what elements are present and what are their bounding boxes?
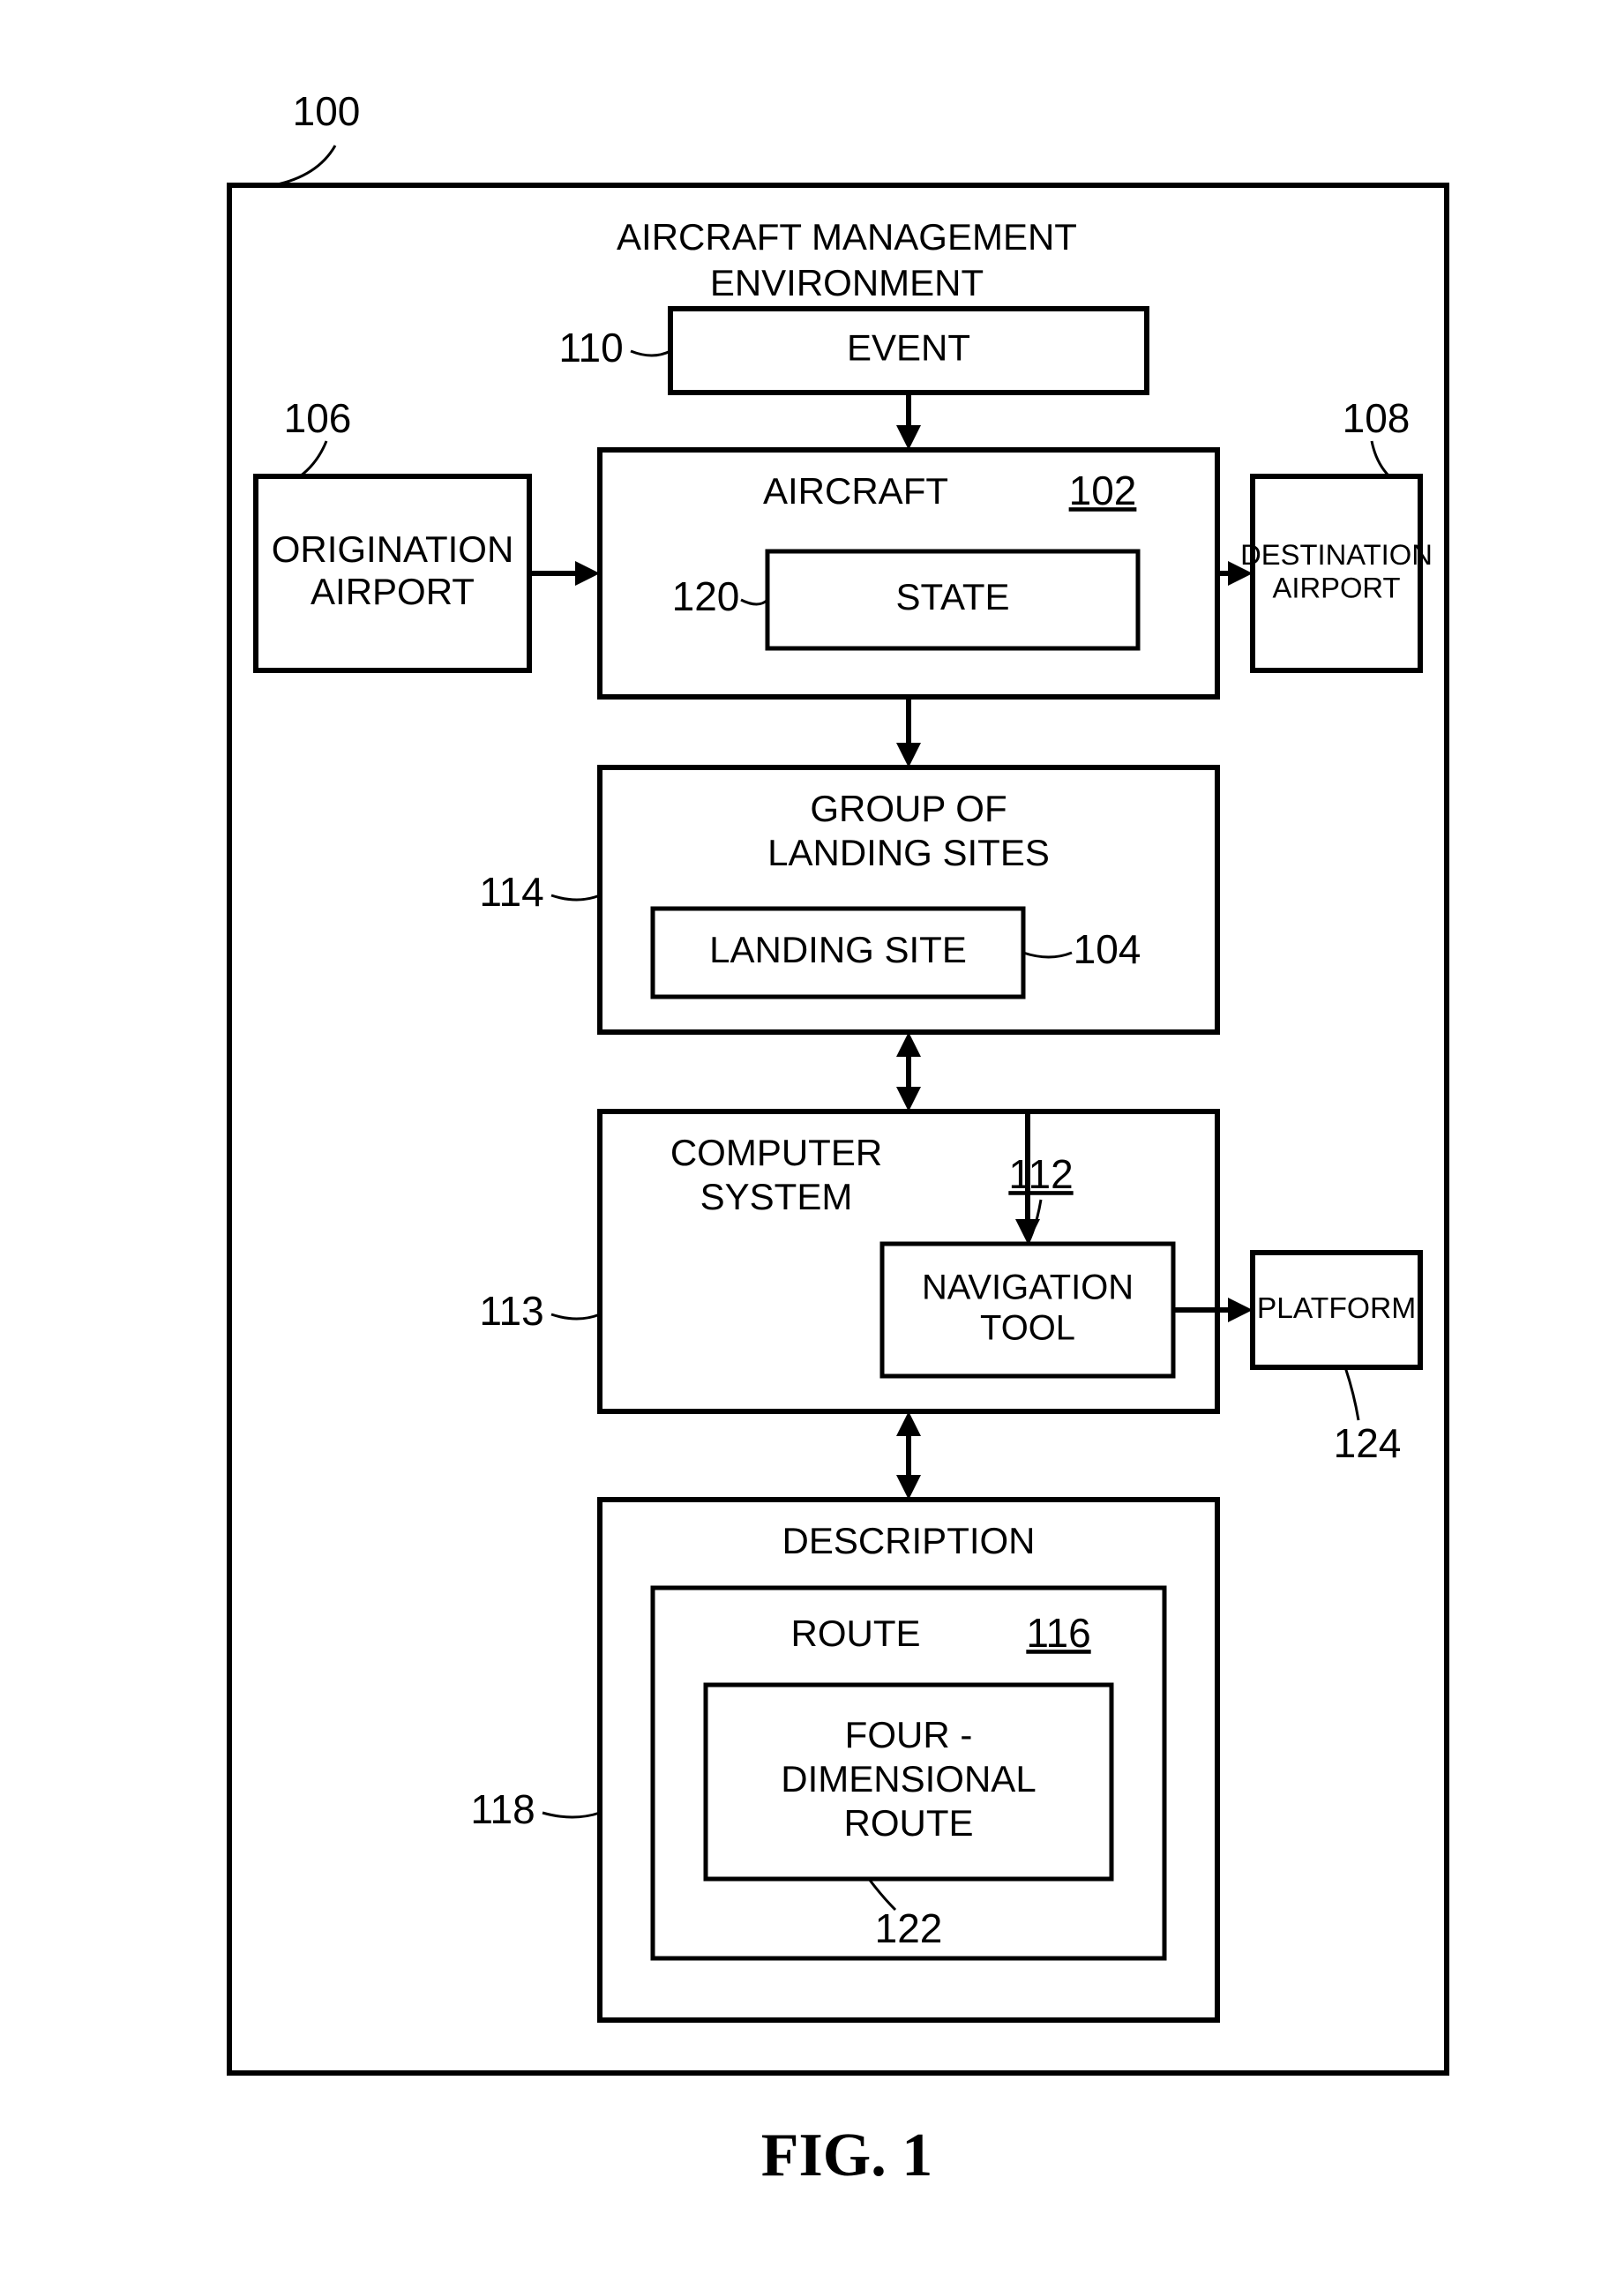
destination-airport-label: AIRPORT: [1273, 571, 1401, 603]
platform-label: PLATFORM: [1257, 1292, 1416, 1325]
ref-122: 122: [875, 1905, 943, 1951]
ref-124: 124: [1334, 1420, 1402, 1466]
ref-106: 106: [284, 395, 352, 441]
ref-108: 108: [1343, 395, 1411, 441]
ref-110: 110: [558, 325, 623, 370]
landing-site-label: LANDING SITE: [709, 929, 967, 970]
destination-airport-label: DESTINATION: [1240, 538, 1433, 571]
aircraft-state-label: STATE: [895, 576, 1009, 617]
computer-system-label: SYSTEM: [700, 1176, 853, 1217]
ref-102: 102: [1069, 468, 1137, 513]
figure-caption: FIG. 1: [761, 2122, 932, 2189]
ref-113: 113: [479, 1288, 543, 1334]
ref-120: 120: [672, 573, 740, 619]
event-label: EVENT: [847, 327, 970, 369]
navigation-tool-label: TOOL: [980, 1309, 1075, 1348]
ref-114: 114: [479, 869, 543, 915]
landing-group-label: LANDING SITES: [767, 832, 1050, 873]
route-label: ROUTE: [791, 1613, 921, 1654]
landing-group-label: GROUP OF: [810, 788, 1007, 829]
title-text: ENVIRONMENT: [710, 262, 984, 303]
origination-airport-label: AIRPORT: [311, 571, 475, 612]
description-label: DESCRIPTION: [782, 1520, 1035, 1561]
ref-118: 118: [470, 1786, 535, 1832]
four-d-route-label: ROUTE: [844, 1802, 974, 1844]
ref-112: 112: [1008, 1151, 1073, 1197]
ref-100: 100: [293, 88, 361, 134]
computer-system-label: COMPUTER: [670, 1132, 882, 1173]
origination-airport-label: ORIGINATION: [272, 528, 514, 570]
title-text: AIRCRAFT MANAGEMENT: [617, 216, 1077, 258]
four-d-route-label: DIMENSIONAL: [781, 1758, 1036, 1800]
aircraft-label: AIRCRAFT: [763, 470, 948, 512]
four-d-route-label: FOUR -: [845, 1714, 973, 1755]
ref-116: 116: [1026, 1610, 1090, 1656]
ref-104: 104: [1074, 926, 1141, 972]
navigation-tool-label: NAVIGATION: [922, 1268, 1134, 1307]
